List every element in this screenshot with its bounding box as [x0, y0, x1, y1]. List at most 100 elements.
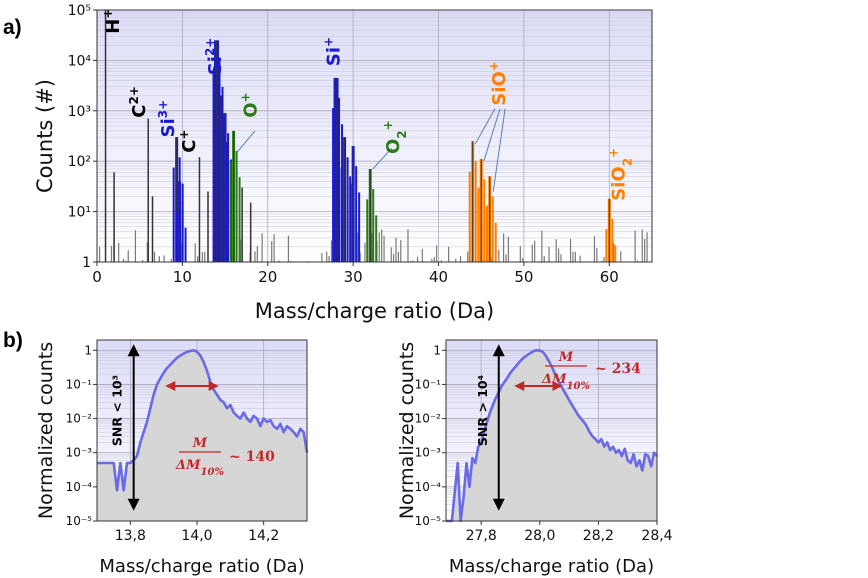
ion-base: O [241, 102, 262, 117]
y-tick-label: 10⁻³ [66, 446, 93, 460]
y-tick-label: 10⁻⁵ [415, 514, 442, 528]
x-tick-label: 28,2 [583, 528, 614, 544]
peak-shoulder [483, 179, 486, 262]
ion-label: O2+ [381, 120, 409, 154]
ion-sup: + [381, 120, 395, 130]
x-tick-label: 20 [258, 268, 277, 286]
y-tick-label: 10⁻⁴ [66, 480, 93, 494]
y-tick-label: 10⁻⁵ [66, 514, 93, 528]
peak-shoulder [181, 201, 184, 262]
peak-shoulder [614, 245, 617, 262]
ion-label: SiO2+ [607, 148, 635, 201]
peak-shoulder [172, 167, 175, 262]
leader-line [236, 130, 256, 153]
y-tick-label: 1 [433, 343, 441, 357]
ion-label: Si3+ [156, 100, 179, 138]
ion-base: C [129, 105, 150, 118]
ion-sup: + [487, 61, 501, 71]
y-tick-label: 10⁵ [68, 3, 91, 19]
panel-b-left-peak-14da: SNR < 10³ 10⁻⁵ 10⁻⁴ 10⁻³ 10⁻² 10⁻¹ 1 13,8 14,0 14… [35, 339, 309, 577]
peak-line [446, 348, 658, 523]
peak-shoulder [227, 133, 230, 262]
peak-shoulder [355, 166, 358, 262]
ion-sup: + [607, 148, 621, 158]
ion-label: C+ [177, 130, 200, 153]
peak-shoulder [494, 222, 497, 262]
y-tick-label: 10⁻³ [415, 446, 442, 460]
ion-sup: 3+ [156, 100, 170, 118]
y-tick-label: 10¹ [68, 205, 91, 221]
x-axis-label: Mass/charge ratio (Da) [449, 556, 654, 577]
ion-sup: + [321, 37, 335, 47]
ion-base: Si [205, 56, 226, 75]
ion-base: O [383, 139, 404, 154]
ion-sub: 2 [395, 130, 409, 138]
den-sub: 10% [567, 381, 591, 392]
peak-shoulder [474, 161, 477, 262]
ion-sup: 2+ [203, 38, 217, 56]
peak-shoulder [212, 70, 215, 262]
x-tick-label: 14,2 [248, 528, 279, 544]
y-tick-label: 1 [84, 343, 92, 357]
peak-shoulder [332, 108, 335, 262]
resolution-value: ~ 140 [229, 449, 275, 465]
peak-shoulder [338, 97, 341, 262]
x-tick-label: 0 [92, 268, 102, 286]
snr-label: SNR > 10⁴ [475, 375, 490, 446]
peak-shoulder [349, 176, 352, 262]
peak-shoulder [611, 218, 614, 262]
ion-label: SiO+ [487, 61, 510, 105]
peak-shoulder [235, 150, 238, 262]
ion-base: SiO [489, 71, 510, 105]
leader-line [474, 108, 496, 145]
den-base: ΔM [541, 372, 567, 387]
y-tick-label: 1 [82, 255, 91, 271]
peak-shoulder [221, 143, 224, 262]
x-tick-label: 10 [173, 268, 192, 286]
ion-sup: 2+ [127, 86, 141, 104]
resolution-numerator: M [558, 350, 574, 365]
x-axis-label: Mass/charge ratio (Da) [99, 556, 304, 577]
snr-label: SNR < 10³ [110, 375, 125, 446]
peak-shoulder [477, 189, 480, 262]
ion-sup: + [177, 130, 191, 140]
resolution-numerator: M [192, 436, 208, 451]
ion-label: O+ [239, 92, 262, 117]
y-tick-label: 10⁻¹ [415, 377, 442, 391]
peak-shoulder [216, 125, 219, 262]
ion-label: H+ [101, 9, 124, 34]
x-tick-label: 13,8 [115, 528, 146, 544]
ion-label: Si2+ [203, 38, 226, 76]
panel-label-b: b) [3, 329, 23, 352]
resolution-denominator: ΔM10% [541, 372, 590, 392]
x-tick-label: 60 [600, 268, 619, 286]
leader-line [492, 108, 506, 192]
axes-frame [96, 339, 308, 522]
peak-area [97, 350, 307, 521]
den-base: ΔM [175, 458, 201, 473]
ion-label: Si+ [321, 37, 344, 66]
resolution-denominator: ΔM10% [175, 458, 224, 478]
peak-shoulder [366, 199, 369, 262]
panel-label-a: a) [3, 16, 22, 39]
ion-base: SiO [609, 166, 630, 200]
x-tick-label: 50 [514, 268, 533, 286]
leader-line [372, 147, 392, 170]
ion-base: H [103, 19, 124, 34]
y-tick-label: 10⁻² [66, 412, 93, 426]
ion-base: C [179, 140, 200, 153]
peak-shoulder [175, 211, 178, 262]
peak-shoulder [346, 157, 349, 262]
x-axis-label: Mass/charge ratio (Da) [255, 299, 494, 323]
peak-shoulder [340, 167, 343, 262]
x-tick-label: 28,0 [524, 528, 555, 544]
x-tick-label: 14,0 [181, 528, 212, 544]
panel-b-right-peak-28da: SNR > 10⁴ 10⁻⁵ 10⁻⁴ 10⁻³ 10⁻² 10⁻¹ 1 27,8 28,0 28… [396, 339, 673, 577]
leader-line [483, 108, 501, 162]
ion-base: Si [323, 47, 344, 66]
peak-shoulder [485, 206, 488, 262]
y-tick-label: 10⁴ [68, 53, 92, 69]
ion-sup: + [239, 92, 253, 102]
x-tick-label: 30 [344, 268, 363, 286]
